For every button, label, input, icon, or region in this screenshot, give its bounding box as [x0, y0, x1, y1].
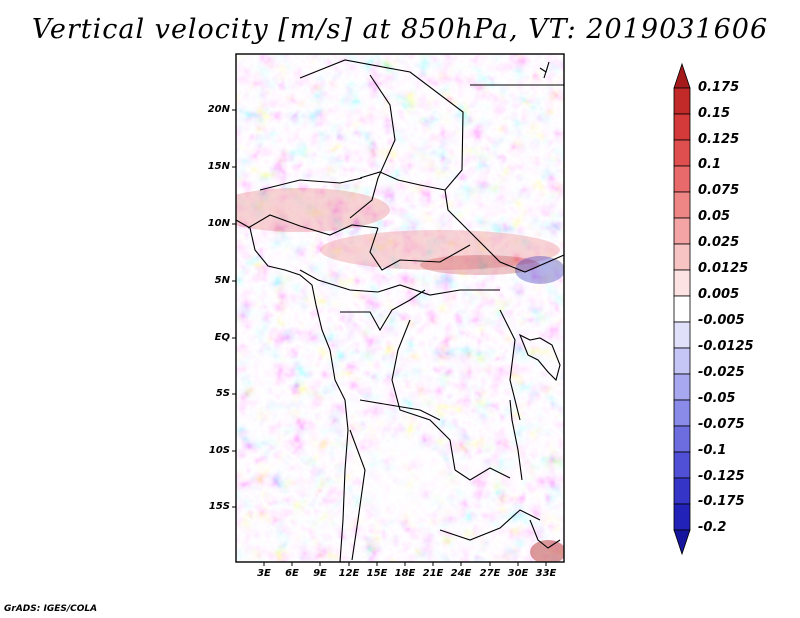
lat-label: 15N — [207, 161, 230, 172]
colorbar-segment — [673, 165, 691, 193]
colorbar-label: -0.025 — [698, 365, 745, 380]
colorbar — [673, 62, 691, 556]
colorbar-segment — [673, 191, 691, 219]
colorbar-label: 0.15 — [698, 106, 731, 121]
colorbar-label: -0.075 — [698, 417, 745, 432]
colorbar-segment — [673, 425, 691, 453]
colorbar-label: -0.005 — [698, 313, 745, 328]
colorbar-segment — [673, 399, 691, 427]
lon-label: 6E — [285, 568, 299, 579]
colorbar-label: -0.1 — [698, 443, 727, 458]
colorbar-segment — [673, 139, 691, 167]
colorbar-label: -0.05 — [698, 391, 736, 406]
colorbar-label: -0.175 — [698, 494, 745, 509]
colorbar-label: 0.1 — [698, 157, 722, 172]
lat-label: 20N — [207, 104, 230, 115]
colorbar-segment — [673, 321, 691, 349]
colorbar-arrow-bottom — [673, 529, 691, 556]
colorbar-label: -0.125 — [698, 469, 745, 484]
colorbar-label: 0.125 — [698, 132, 740, 147]
lon-label: 18E — [394, 568, 416, 579]
lon-label: 3E — [257, 568, 271, 579]
colorbar-segment — [673, 347, 691, 375]
lon-label: 30E — [507, 568, 529, 579]
colorbar-label: 0.175 — [698, 80, 740, 95]
lon-label: 12E — [338, 568, 360, 579]
country-borders — [247, 59, 565, 561]
lon-label: 21E — [422, 568, 444, 579]
colorbar-segment — [673, 87, 691, 115]
colorbar-segment — [673, 217, 691, 245]
lat-label: 5S — [215, 388, 230, 399]
map-frame — [235, 53, 565, 563]
colorbar-label: 0.005 — [698, 287, 740, 302]
lon-label: 15E — [366, 568, 388, 579]
lat-label: EQ — [214, 332, 230, 343]
colorbar-segment — [673, 477, 691, 505]
colorbar-arrow-top — [673, 62, 691, 89]
colorbar-label: 0.0125 — [698, 261, 749, 276]
colorbar-label: 0.05 — [698, 209, 731, 224]
lon-label: 9E — [313, 568, 327, 579]
colorbar-segment — [673, 113, 691, 141]
colorbar-segment — [673, 243, 691, 271]
colorbar-segment — [673, 269, 691, 297]
lat-label: 5N — [214, 275, 230, 286]
colorbar-segment — [673, 295, 691, 323]
colorbar-label: 0.075 — [698, 183, 740, 198]
lon-label: 24E — [450, 568, 472, 579]
lon-label: 33E — [535, 568, 557, 579]
lon-label: 27E — [479, 568, 501, 579]
colorbar-label: -0.2 — [698, 520, 727, 535]
velocity-field — [236, 54, 564, 562]
lat-ticks — [232, 109, 236, 508]
lat-label: 10S — [208, 445, 230, 456]
credit-text: GrADS: IGES/COLA — [4, 604, 98, 614]
coastlines — [235, 61, 561, 563]
lat-label: 15S — [208, 501, 230, 512]
colorbar-segment — [673, 451, 691, 479]
colorbar-segment — [673, 503, 691, 531]
colorbar-label: 0.025 — [698, 235, 740, 250]
colorbar-segment — [673, 373, 691, 401]
colorbar-label: -0.0125 — [698, 339, 754, 354]
lon-ticks — [263, 562, 547, 566]
lat-label: 10N — [207, 218, 230, 229]
chart-title: Vertical velocity [m/s] at 850hPa, VT: 2… — [31, 14, 769, 45]
